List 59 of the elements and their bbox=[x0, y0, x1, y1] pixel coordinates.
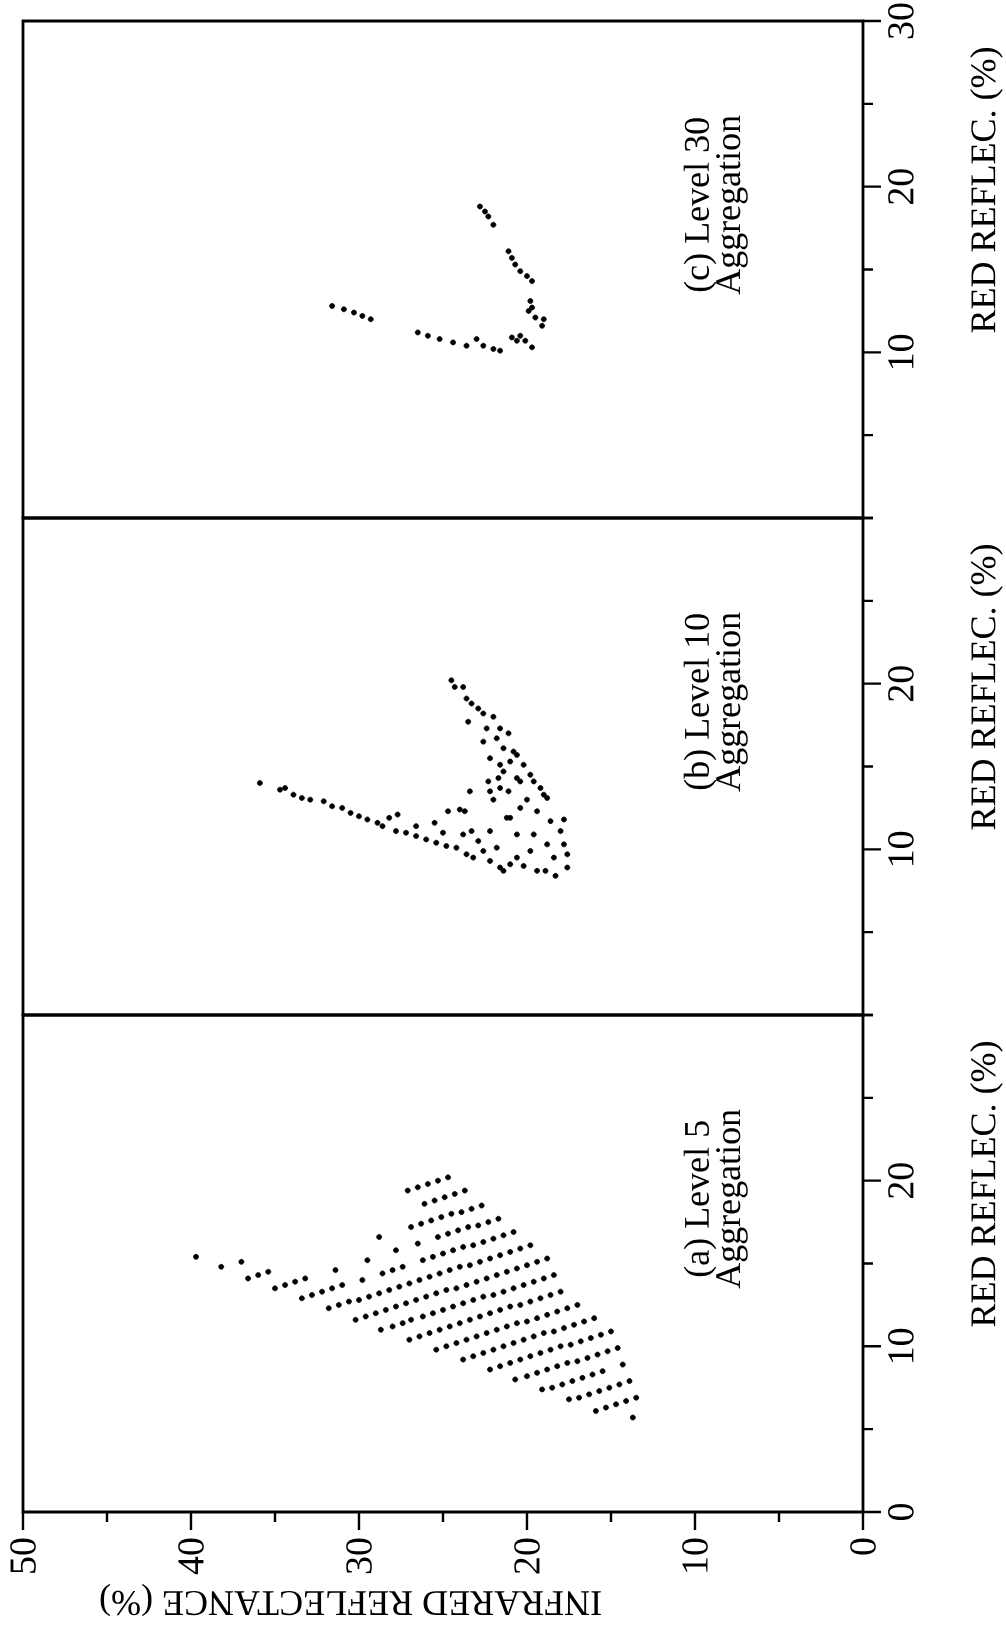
y-tick-label: 10 bbox=[888, 1328, 914, 1362]
annotation: Aggregation bbox=[716, 115, 748, 295]
point bbox=[351, 309, 357, 316]
point bbox=[497, 347, 504, 354]
point bbox=[539, 322, 546, 329]
point bbox=[482, 208, 488, 215]
point bbox=[508, 255, 515, 261]
point bbox=[517, 332, 524, 339]
point bbox=[525, 308, 532, 314]
point bbox=[367, 316, 374, 323]
point bbox=[524, 273, 530, 280]
x-tick-label: 30 bbox=[346, 1538, 372, 1574]
point bbox=[529, 278, 535, 284]
annotation: (c) Level 30 bbox=[683, 118, 717, 292]
point bbox=[359, 312, 366, 319]
point bbox=[329, 303, 335, 309]
x-axis-title: INFRARED REFLECTANCE (%) bbox=[100, 1583, 601, 1617]
point bbox=[477, 203, 483, 210]
point bbox=[490, 346, 497, 352]
y-axis-title: RED REFLEC. (%) bbox=[970, 1042, 1003, 1327]
point bbox=[473, 336, 480, 342]
y-tick-label: 20 bbox=[888, 666, 914, 701]
y-axis-title: RED REFLEC. (%) bbox=[970, 48, 1003, 333]
y-tick-label: 10 bbox=[888, 334, 914, 369]
x-tick-label: 40 bbox=[178, 1538, 204, 1575]
y-tick-label: 20 bbox=[888, 169, 914, 204]
y-tick-label: 0 bbox=[888, 1503, 914, 1521]
y-tick-label: 30 bbox=[888, 3, 914, 39]
point bbox=[436, 336, 443, 342]
annotation: (a) Level 5 bbox=[683, 1121, 717, 1277]
x-tick-label: 50 bbox=[10, 1538, 36, 1573]
point bbox=[514, 337, 520, 344]
point bbox=[505, 248, 512, 255]
point bbox=[529, 344, 535, 351]
point bbox=[512, 261, 519, 268]
x-tick-label: 20 bbox=[514, 1538, 540, 1574]
annotation: Aggregation bbox=[716, 612, 748, 792]
point bbox=[340, 306, 347, 313]
point bbox=[450, 339, 456, 346]
point bbox=[424, 332, 431, 339]
point bbox=[529, 304, 535, 311]
point bbox=[485, 213, 492, 220]
x-tick-label: 10 bbox=[682, 1538, 708, 1572]
annotation: Aggregation bbox=[716, 1109, 748, 1289]
point bbox=[522, 337, 529, 344]
point bbox=[532, 314, 539, 321]
x-tick-label: 0 bbox=[850, 1538, 876, 1555]
point bbox=[508, 334, 515, 341]
point bbox=[463, 342, 470, 349]
point bbox=[414, 329, 421, 336]
point bbox=[540, 316, 547, 323]
point bbox=[490, 221, 497, 228]
point bbox=[527, 298, 534, 304]
point bbox=[517, 268, 524, 275]
annotation: (b) Level 10 bbox=[683, 614, 717, 790]
point bbox=[480, 342, 487, 349]
y-tick-label: 10 bbox=[888, 831, 914, 865]
y-axis-title: RED REFLEC. (%) bbox=[970, 545, 1003, 830]
y-tick-label: 20 bbox=[888, 1163, 914, 1198]
